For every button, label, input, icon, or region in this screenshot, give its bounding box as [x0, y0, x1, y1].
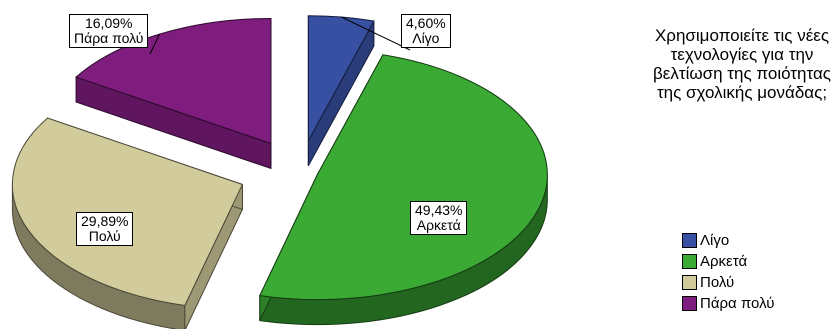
legend-item-para-poly: Πάρα πολύ — [682, 293, 774, 314]
legend-swatch — [682, 296, 697, 311]
data-label-value: 4,60% — [406, 15, 446, 31]
legend: Λίγο Αρκετά Πολύ Πάρα πολύ — [682, 230, 774, 314]
data-label-value: 16,09% — [84, 15, 133, 31]
legend-label: Λίγο — [700, 232, 730, 249]
pie-slice-ligo — [307, 15, 375, 167]
legend-title: Χρησιμοποιείτε τις νέες τεχνολογίες για … — [653, 26, 831, 102]
data-label-category: Πάρα πολύ — [74, 30, 144, 46]
legend-swatch — [682, 233, 697, 248]
data-label-arketa: 49,43% Αρκετά — [410, 201, 468, 235]
data-label-category: Αρκετά — [416, 217, 461, 233]
leader-line-ligo — [341, 16, 411, 51]
data-label-value: 29,89% — [81, 213, 129, 229]
legend-label: Πολύ — [700, 274, 735, 291]
legend-item-arketa: Αρκετά — [682, 251, 774, 272]
legend-item-ligo: Λίγο — [682, 230, 774, 251]
pie-slice-arketa — [259, 54, 548, 326]
legend-item-poly: Πολύ — [682, 272, 774, 293]
data-label-category: Λίγο — [412, 30, 440, 46]
data-label-ligo: 4,60% Λίγο — [401, 14, 451, 48]
leader-line-para-poly — [149, 33, 161, 55]
data-label-para-poly: 16,09% Πάρα πολύ — [69, 14, 149, 48]
legend-label: Αρκετά — [700, 253, 748, 270]
legend-label: Πάρα πολύ — [700, 295, 775, 312]
legend-swatch — [682, 254, 697, 269]
data-label-category: Πολύ — [88, 228, 121, 244]
pie-slice-poly — [11, 117, 244, 329]
legend-swatch — [682, 275, 697, 290]
data-label-poly: 29,89% Πολύ — [76, 212, 134, 246]
data-label-value: 49,43% — [415, 202, 463, 218]
